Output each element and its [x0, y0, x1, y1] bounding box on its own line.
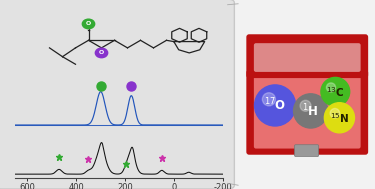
Circle shape — [324, 103, 354, 133]
Text: $^{17}$O: $^{17}$O — [264, 97, 286, 114]
Circle shape — [321, 77, 350, 106]
Text: $^{1}$H: $^{1}$H — [302, 103, 319, 119]
Text: O: O — [86, 21, 91, 26]
Circle shape — [330, 108, 340, 118]
Circle shape — [300, 100, 311, 111]
Circle shape — [95, 48, 108, 58]
Circle shape — [262, 93, 276, 106]
FancyBboxPatch shape — [254, 76, 361, 149]
FancyBboxPatch shape — [294, 145, 319, 156]
Circle shape — [294, 94, 328, 128]
Circle shape — [326, 83, 336, 92]
Circle shape — [255, 85, 296, 126]
FancyBboxPatch shape — [246, 70, 368, 155]
Text: $^{15}$N: $^{15}$N — [330, 111, 349, 125]
FancyBboxPatch shape — [246, 34, 368, 78]
FancyBboxPatch shape — [254, 43, 361, 72]
Text: O: O — [99, 50, 104, 55]
Text: $^{13}$C: $^{13}$C — [326, 85, 345, 99]
Circle shape — [82, 19, 94, 29]
